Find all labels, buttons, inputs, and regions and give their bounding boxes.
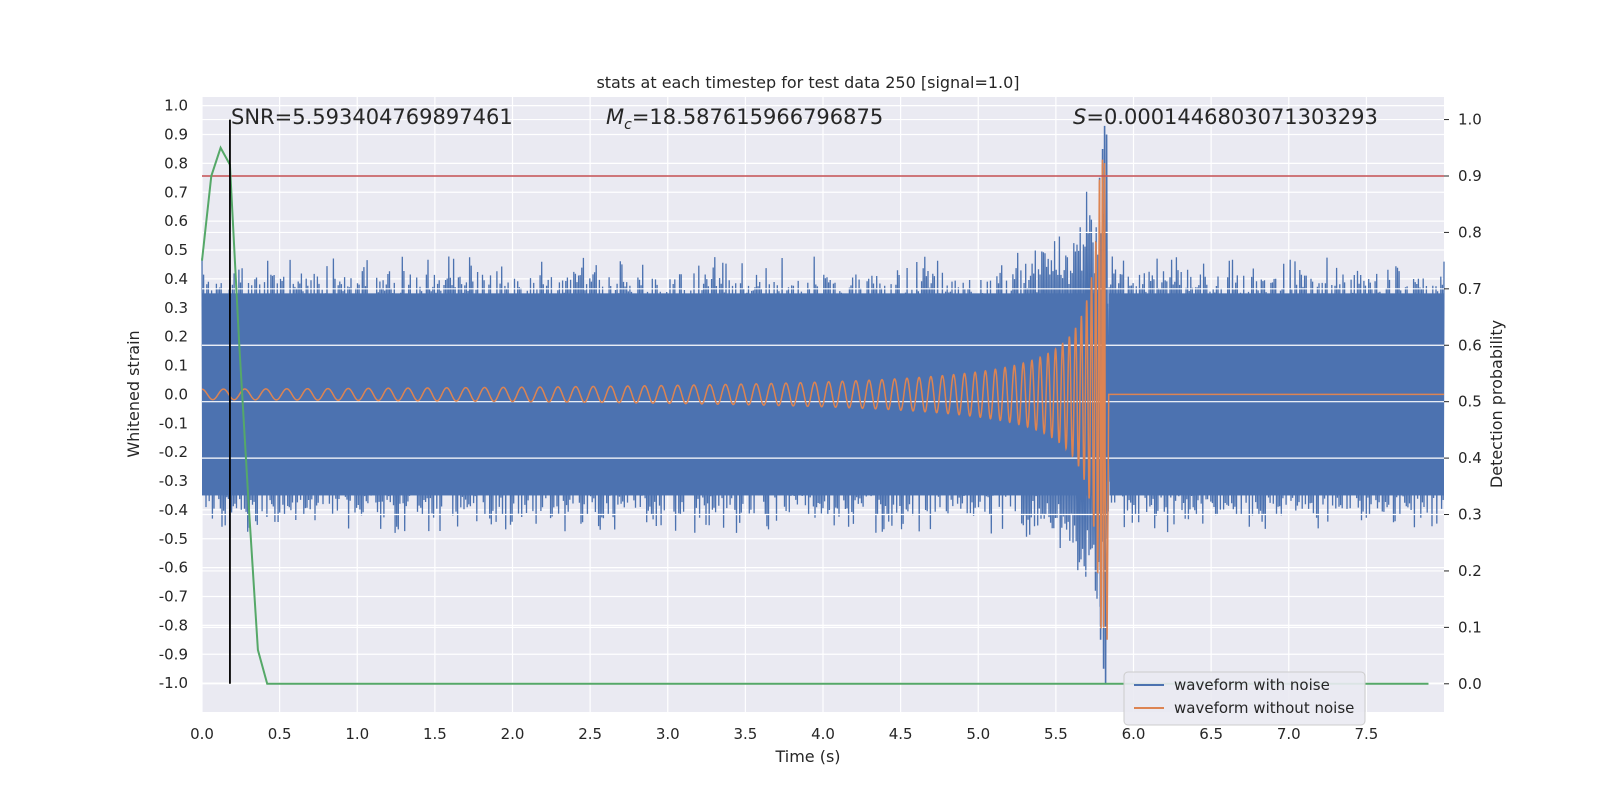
clean-waveform-line: [202, 159, 1444, 640]
x-tick-label: 5.0: [966, 725, 990, 743]
x-tick-label: 6.5: [1199, 725, 1223, 743]
legend-label-clean: waveform without noise: [1174, 699, 1354, 717]
y-tick-label: -0.3: [159, 472, 188, 490]
x-tick-label: 6.0: [1122, 725, 1146, 743]
detection-probability-line: [201, 145, 1429, 685]
x-tick-label: 2.5: [578, 725, 602, 743]
x-tick-label: 5.5: [1044, 725, 1068, 743]
y-tick-label: -0.4: [159, 501, 188, 519]
s-value: =0.0001446803071303293: [1086, 105, 1378, 129]
y-tick-label: 0.5: [164, 241, 188, 259]
y2-tick-label: 1.0: [1458, 111, 1482, 129]
mc-symbol: M: [606, 105, 624, 129]
y-tick-label: 0.0: [164, 385, 188, 403]
x-tick-label: 7.5: [1354, 725, 1378, 743]
mc-annotation: Mc=18.587615966796875: [606, 105, 883, 133]
y2-tick-label: 0.0: [1458, 675, 1482, 693]
y2-tick-label: 0.3: [1458, 506, 1482, 524]
y-tick-label: -0.7: [159, 588, 188, 606]
y-tick-label: -0.6: [159, 559, 188, 577]
x-tick-label: 4.0: [811, 725, 835, 743]
x-tick-label: 7.0: [1277, 725, 1301, 743]
y-tick-label: 0.8: [164, 154, 188, 172]
x-tick-label: 1.5: [423, 725, 447, 743]
chart-title: stats at each timestep for test data 250…: [596, 73, 1019, 92]
mc-subscript: c: [624, 117, 632, 133]
y-tick-label: -1.0: [159, 674, 188, 692]
y2-tick-label: 0.6: [1458, 336, 1482, 354]
x-tick-label: 0.0: [190, 725, 214, 743]
y2-tick-label: 0.9: [1458, 167, 1482, 185]
y-tick-label: 0.2: [164, 328, 188, 346]
y-tick-label: 0.6: [164, 212, 188, 230]
y2-tick-label: 0.1: [1458, 618, 1482, 636]
noisy-waveform-fill: [202, 293, 1106, 496]
y-tick-label: 0.9: [164, 126, 188, 144]
y2-tick-label: 0.8: [1458, 223, 1482, 241]
legend-box: [1123, 671, 1366, 726]
mc-value: =18.587615966796875: [632, 105, 883, 129]
y2-tick-label: 0.4: [1458, 449, 1482, 467]
y-tick-label: -0.1: [159, 414, 188, 432]
y2-tick-label: 0.5: [1458, 393, 1482, 411]
x-tick-label: 2.0: [501, 725, 525, 743]
y2-tick-label: 0.2: [1458, 562, 1482, 580]
plot-area: [201, 97, 1445, 712]
x-axis-label: Time (s): [774, 747, 840, 766]
y2-axis-label: Detection probability: [1487, 320, 1506, 488]
x-tick-label: 3.5: [733, 725, 757, 743]
y-axis-label: Whitened strain: [124, 330, 143, 457]
y-tick-label: 0.4: [164, 270, 188, 288]
legend-label-noisy: waveform with noise: [1174, 676, 1330, 694]
y-tick-label: 0.1: [164, 357, 188, 375]
y-tick-label: -0.8: [159, 616, 188, 634]
x-tick-label: 3.0: [656, 725, 680, 743]
y-tick-label: -0.2: [159, 443, 188, 461]
y-tick-label: 0.3: [164, 299, 188, 317]
x-tick-label: 4.5: [889, 725, 913, 743]
x-tick-label: 1.0: [345, 725, 369, 743]
y-tick-label: 0.7: [164, 183, 188, 201]
y-tick-label: 1.0: [164, 97, 188, 115]
y-tick-label: -0.9: [159, 645, 188, 663]
y2-tick-label: 0.7: [1458, 280, 1482, 298]
s-symbol: S: [1073, 105, 1086, 129]
snr-annotation: SNR=5.593404769897461: [231, 105, 513, 129]
s-annotation: S=0.0001446803071303293: [1073, 105, 1378, 129]
x-tick-label: 0.5: [268, 725, 292, 743]
y-tick-label: -0.5: [159, 530, 188, 548]
legend: waveform with noise waveform without noi…: [1123, 671, 1366, 726]
